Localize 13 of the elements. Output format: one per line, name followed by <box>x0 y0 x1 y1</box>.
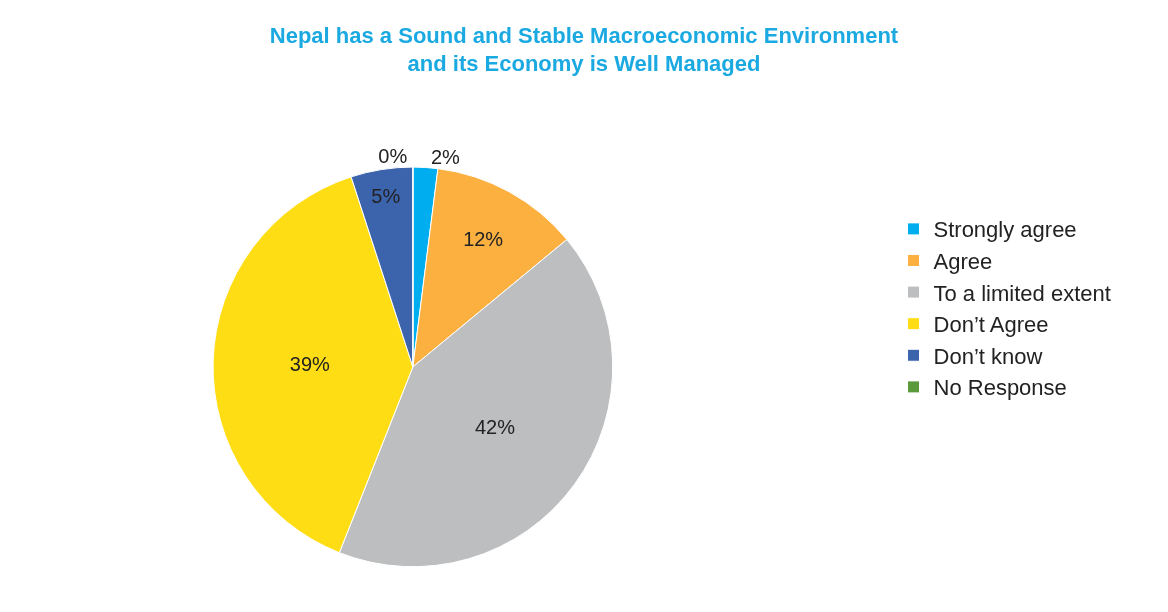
legend-label: Don’t know <box>933 343 1043 369</box>
legend-label: Don’t Agree <box>933 312 1049 338</box>
data-label: 2% <box>430 145 461 168</box>
legend-label: Agree <box>933 249 993 275</box>
data-label: 39% <box>289 352 331 375</box>
data-label: 42% <box>474 415 516 438</box>
chart-title: Nepal has a Sound and Stable Macroeconomic Environment and its Economy is Well Managed <box>269 22 899 77</box>
data-label: 12% <box>463 227 504 250</box>
data-label: 5% <box>371 185 401 208</box>
legend-label: No Response <box>933 375 1067 401</box>
legend-label: To a limited extent <box>933 280 1111 306</box>
legend-label: Strongly agree <box>933 217 1077 243</box>
text: 0% <box>378 145 408 168</box>
